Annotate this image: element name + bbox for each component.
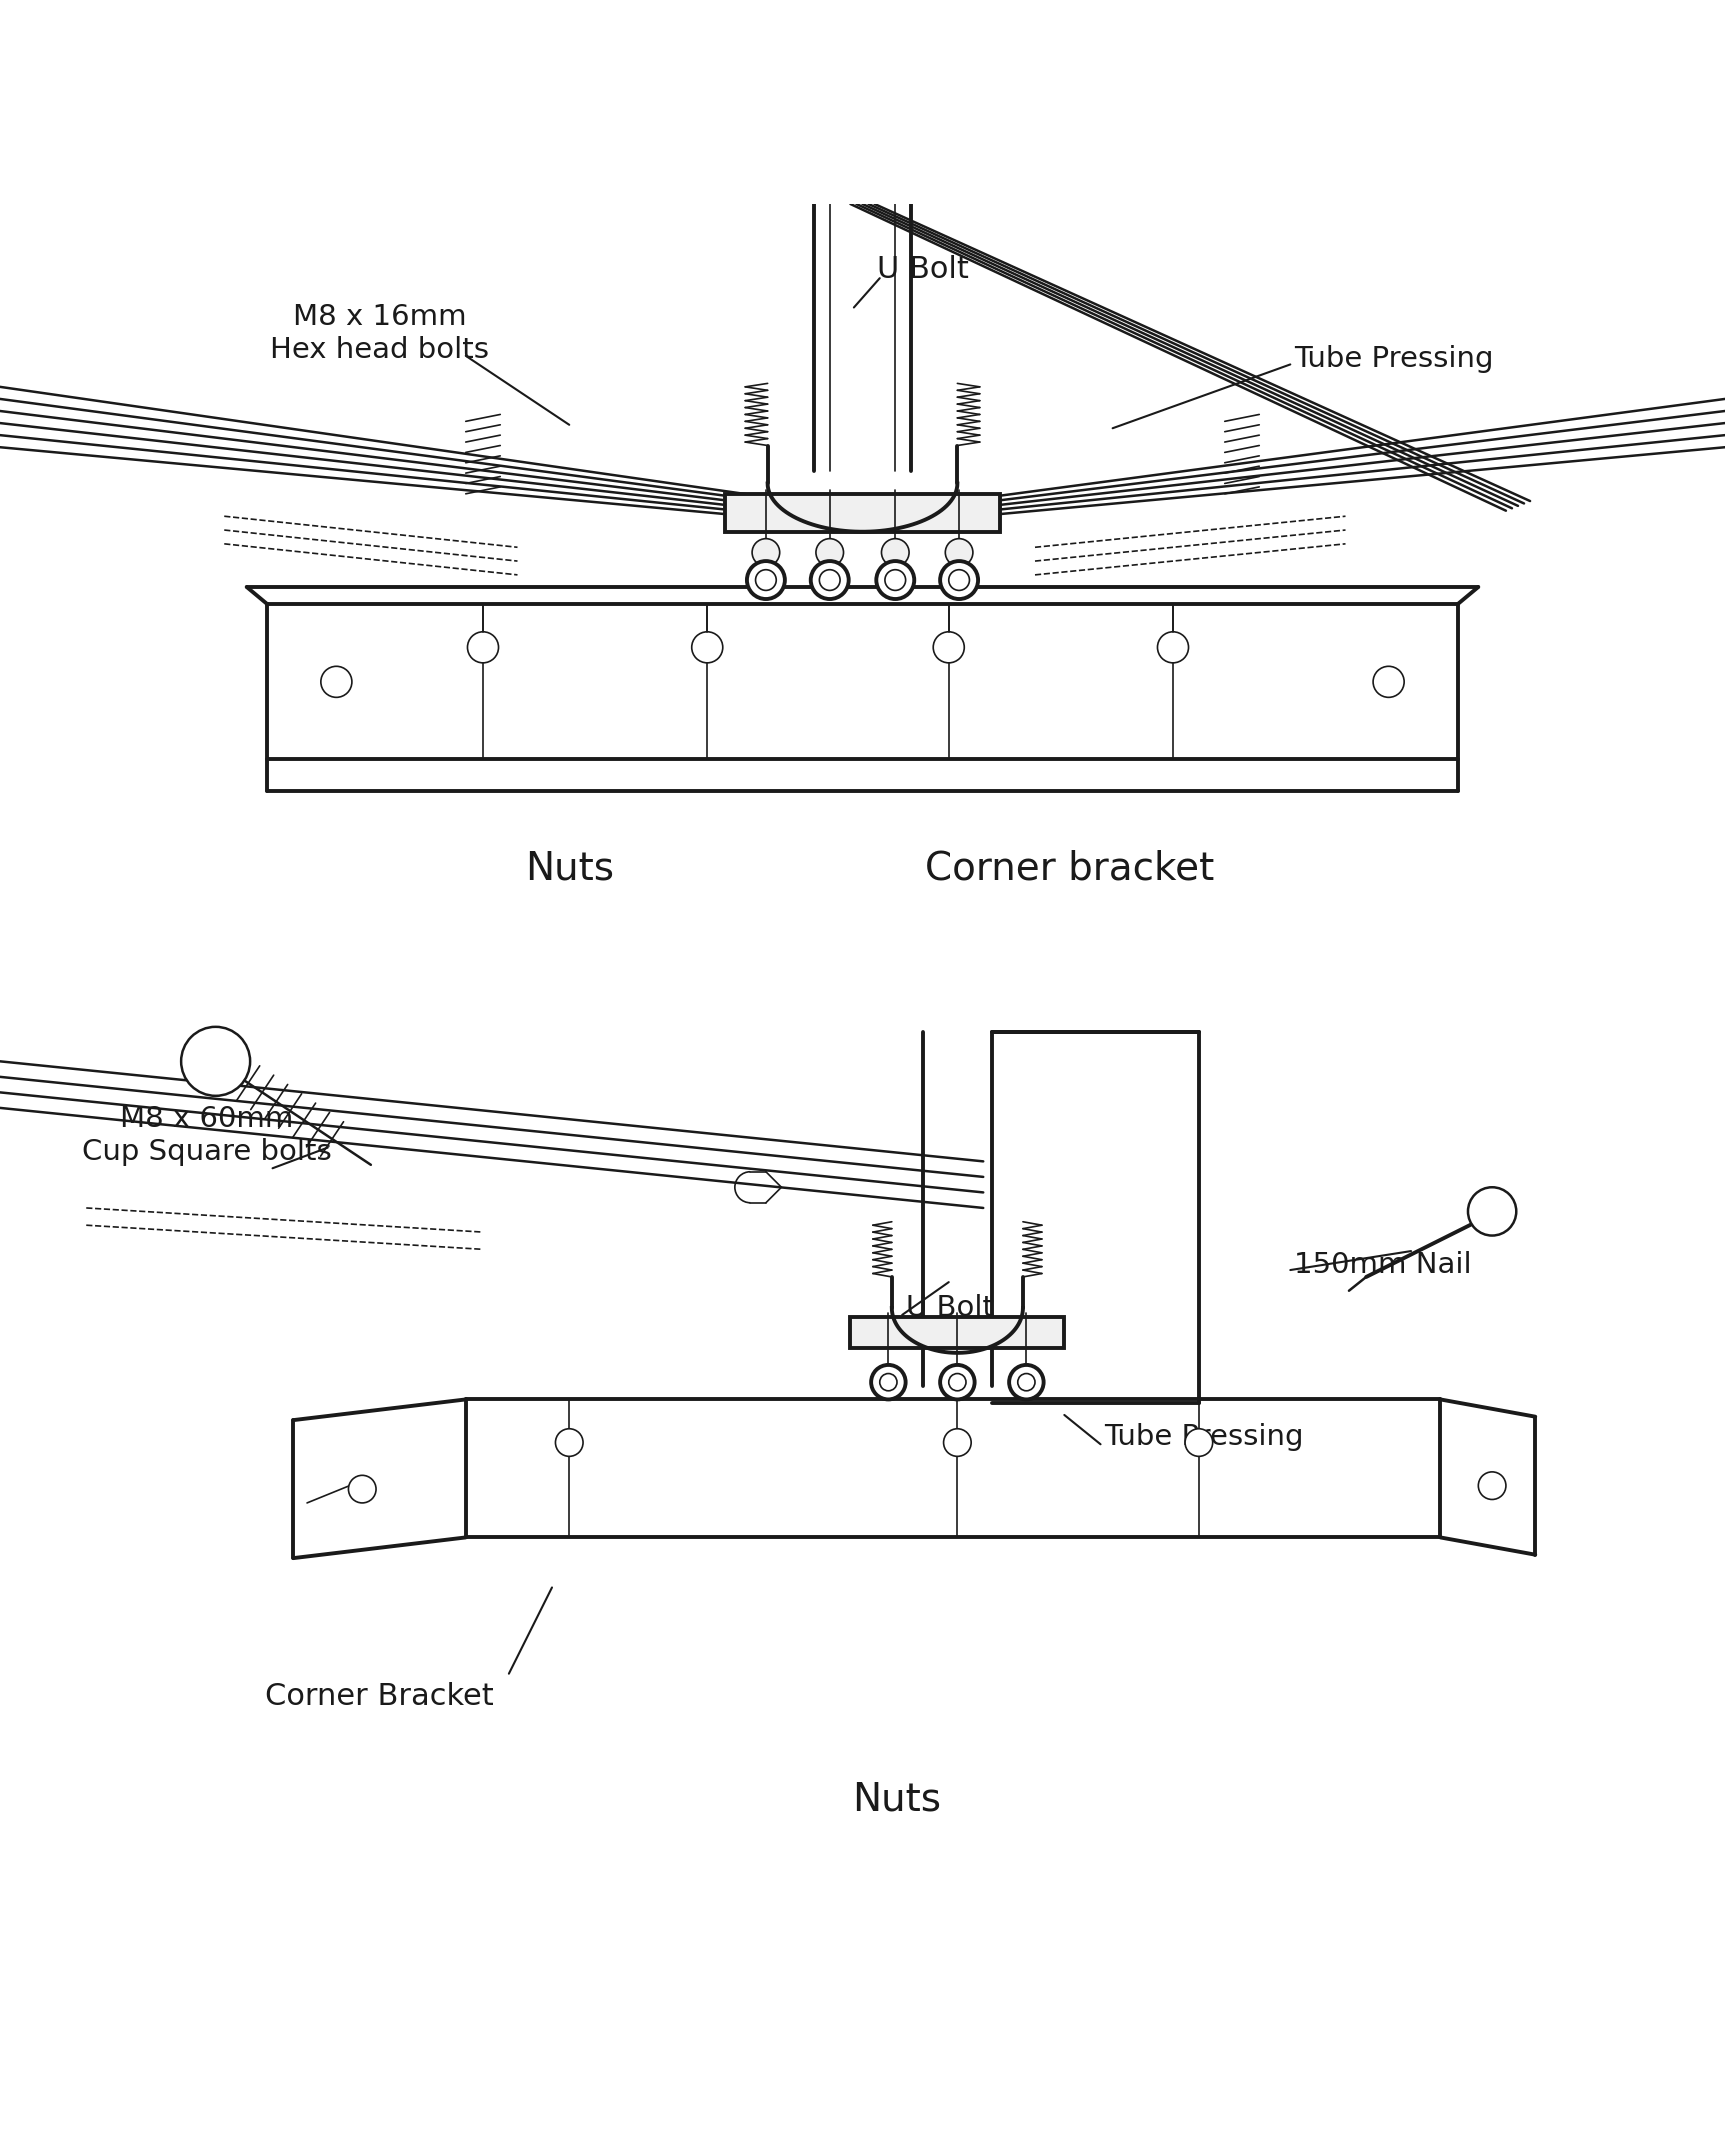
Circle shape xyxy=(940,561,978,599)
Text: Corner bracket: Corner bracket xyxy=(925,849,1214,887)
Text: Tube Pressing: Tube Pressing xyxy=(1294,346,1494,373)
Polygon shape xyxy=(850,1316,1064,1348)
Circle shape xyxy=(348,1476,376,1504)
Circle shape xyxy=(752,540,780,565)
Text: Nuts: Nuts xyxy=(852,1781,942,1819)
Circle shape xyxy=(940,1365,975,1399)
Circle shape xyxy=(876,561,914,599)
Polygon shape xyxy=(724,495,1000,531)
Circle shape xyxy=(871,1365,906,1399)
Circle shape xyxy=(945,540,973,565)
Circle shape xyxy=(1478,1472,1506,1499)
Circle shape xyxy=(933,631,964,663)
Text: 150mm Nail: 150mm Nail xyxy=(1294,1250,1471,1280)
Text: M8 x 16mm
Hex head bolts: M8 x 16mm Hex head bolts xyxy=(271,303,488,363)
Circle shape xyxy=(747,561,785,599)
Circle shape xyxy=(816,540,844,565)
Circle shape xyxy=(1009,1365,1044,1399)
Circle shape xyxy=(1468,1188,1516,1235)
Circle shape xyxy=(1373,665,1404,697)
Text: M8 x 60mm
Cup Square bolts: M8 x 60mm Cup Square bolts xyxy=(83,1105,331,1167)
Text: U Bolt: U Bolt xyxy=(876,256,969,284)
Circle shape xyxy=(321,665,352,697)
Text: U Bolt: U Bolt xyxy=(906,1295,994,1322)
Text: Corner Bracket: Corner Bracket xyxy=(266,1681,493,1711)
Circle shape xyxy=(944,1429,971,1457)
Text: Tube Pressing: Tube Pressing xyxy=(1104,1423,1304,1450)
Circle shape xyxy=(811,561,849,599)
Circle shape xyxy=(1157,631,1189,663)
Circle shape xyxy=(467,631,499,663)
Circle shape xyxy=(1185,1429,1213,1457)
Text: Nuts: Nuts xyxy=(524,849,614,887)
Circle shape xyxy=(692,631,723,663)
Circle shape xyxy=(881,540,909,565)
Circle shape xyxy=(181,1026,250,1096)
Circle shape xyxy=(555,1429,583,1457)
